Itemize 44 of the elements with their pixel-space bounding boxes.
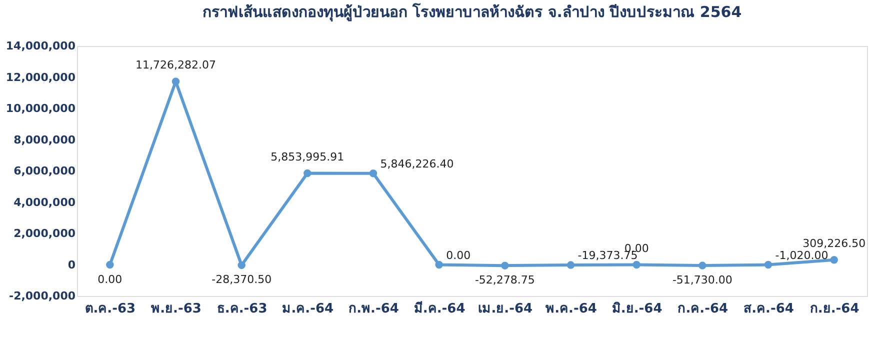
- data-label: -51,730.00: [672, 274, 732, 287]
- x-tick-label: ม.ค.-64: [282, 302, 334, 316]
- y-tick-label: 10,000,000: [6, 102, 76, 115]
- y-tick-label: 14,000,000: [6, 40, 76, 52]
- data-label: 11,726,282.07: [136, 58, 216, 72]
- x-tick-label: เม.ย.-64: [478, 302, 533, 316]
- point: [830, 256, 838, 264]
- chart-title: กราฟเส้นแสดงกองทุนผู้ป่วยนอก โรงพยาบาลห้างฉัตร จ.ลำปาง ปีงบประมาณ 2564: [202, 2, 742, 22]
- y-tick-label: 8,000,000: [14, 133, 76, 146]
- y-tick-label: 2,000,000: [14, 227, 76, 240]
- data-label: 309,226.50: [802, 236, 866, 250]
- point: [304, 169, 312, 178]
- data-label: 0.00: [446, 248, 471, 262]
- y-tick-label: -2,000,000: [9, 290, 76, 302]
- point: [501, 262, 509, 270]
- x-tick-label: ต.ค.-63: [85, 302, 136, 316]
- x-tick-label: ส.ค.-64: [744, 302, 794, 316]
- point: [632, 260, 640, 269]
- x-tick-label: ก.ย.-64: [810, 302, 860, 316]
- y-tick-label: 6,000,000: [14, 164, 76, 178]
- x-tick-label: พ.ค.-64: [546, 302, 597, 316]
- point: [172, 78, 180, 86]
- point: [566, 261, 575, 269]
- y-tick-label: 4,000,000: [14, 196, 76, 209]
- point: [238, 261, 246, 270]
- x-tick-label: พ.ย.-63: [151, 302, 202, 316]
- x-tick-label: มิ.ย.-64: [612, 302, 662, 316]
- data-label: -1,020.00: [775, 248, 828, 262]
- x-tick-label: ธ.ค.-63: [216, 302, 268, 316]
- x-tick-label: มี.ค.-64: [414, 300, 466, 316]
- point: [369, 170, 378, 178]
- y-tick-label: 12,000,000: [6, 70, 76, 84]
- data-label: 5,853,995.91: [270, 150, 344, 164]
- point: [435, 260, 443, 269]
- data-label: -28,370.50: [212, 273, 272, 286]
- data-label: 0.00: [98, 272, 122, 286]
- data-label: 5,846,226.40: [380, 157, 454, 170]
- y-tick-label: 0: [68, 258, 76, 272]
- x-tick-label: ก.ค.-64: [678, 302, 728, 316]
- point: [106, 260, 114, 269]
- x-tick-label: ก.พ.-64: [348, 302, 399, 316]
- data-label: -52,278.75: [474, 274, 535, 287]
- point: [764, 260, 772, 269]
- point: [698, 262, 706, 270]
